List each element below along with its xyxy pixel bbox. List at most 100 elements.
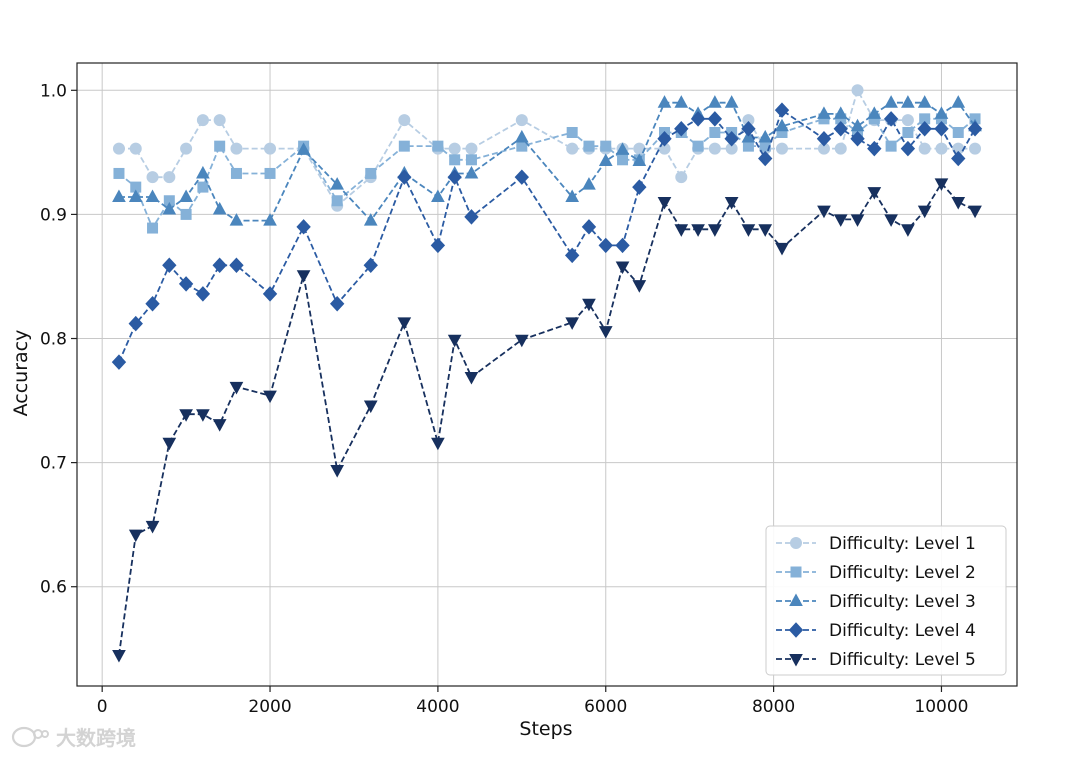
data-point <box>934 178 949 191</box>
data-point <box>514 169 530 185</box>
data-point <box>179 409 193 422</box>
data-point <box>883 111 899 127</box>
data-point <box>774 102 790 118</box>
data-point <box>296 219 311 235</box>
data-point <box>632 179 647 195</box>
data-point <box>833 214 848 227</box>
wechat-bubble-icon <box>11 726 49 747</box>
data-point <box>145 189 160 203</box>
data-point <box>657 130 672 147</box>
legend-label: Difficulty: Level 4 <box>829 621 976 641</box>
data-point <box>917 95 932 108</box>
data-point <box>430 237 446 254</box>
data-point <box>197 181 209 193</box>
data-point <box>162 437 177 451</box>
data-point <box>934 121 949 137</box>
data-point <box>674 95 689 108</box>
data-point <box>598 326 613 339</box>
data-point <box>708 224 722 237</box>
data-point <box>885 140 897 152</box>
data-point <box>833 121 848 137</box>
data-point <box>775 242 789 256</box>
data-point <box>145 296 160 312</box>
data-point <box>850 118 865 132</box>
data-point <box>902 126 914 138</box>
data-point <box>884 95 898 108</box>
data-point <box>657 95 672 108</box>
data-point <box>582 177 596 190</box>
data-point <box>145 520 160 534</box>
data-point <box>867 140 882 157</box>
y-tick-label: 0.9 <box>40 205 67 225</box>
legend: Difficulty: Level 1 Difficulty: Level 2 Di… <box>765 525 1007 676</box>
data-point <box>230 142 243 155</box>
data-point <box>564 247 580 264</box>
data-point <box>901 95 915 108</box>
data-point <box>363 400 378 414</box>
series-level-3 <box>112 95 982 226</box>
data-point <box>918 142 931 155</box>
legend-label: Difficulty: Level 1 <box>829 534 976 554</box>
x-axis-label: Steps <box>519 718 572 740</box>
series-line <box>118 117 976 231</box>
data-point <box>901 114 914 127</box>
data-point <box>365 167 377 179</box>
x-axis: 0 2000 4000 6000 8000 10000 <box>97 686 969 717</box>
x-tick-label: 0 <box>97 697 108 717</box>
data-point <box>775 118 789 132</box>
legend-label: Difficulty: Level 3 <box>829 592 976 612</box>
series-line <box>119 101 976 223</box>
watermark-text: 大数跨境 <box>56 726 136 750</box>
data-point <box>431 437 445 451</box>
data-point <box>432 140 444 152</box>
data-point <box>867 106 882 119</box>
data-point <box>691 224 705 237</box>
data-point <box>264 142 277 155</box>
legend-entry: Difficulty: Level 3 <box>776 592 976 612</box>
data-point <box>449 154 461 166</box>
data-point <box>969 142 982 155</box>
data-point <box>741 224 756 237</box>
data-point <box>674 224 689 237</box>
legend-marker <box>789 593 803 606</box>
data-point <box>598 153 613 167</box>
data-point <box>196 165 210 179</box>
series-level-4 <box>111 102 983 370</box>
data-point <box>146 171 159 184</box>
data-point <box>363 213 378 226</box>
data-point <box>615 261 630 275</box>
data-point <box>566 142 579 155</box>
data-point <box>230 167 242 179</box>
data-point <box>464 209 479 225</box>
data-point <box>600 140 612 152</box>
legend-entry: Difficulty: Level 2 <box>776 563 976 583</box>
legend-label: Difficulty: Level 2 <box>829 563 976 583</box>
legend-label: Difficulty: Level 5 <box>829 650 976 670</box>
data-point <box>229 213 244 226</box>
data-point <box>817 205 831 219</box>
data-point <box>128 315 143 332</box>
legend-marker <box>790 537 802 549</box>
data-point <box>582 298 596 312</box>
data-point <box>934 106 949 119</box>
data-point <box>850 214 865 227</box>
data-point <box>331 195 343 207</box>
data-point <box>967 121 983 137</box>
data-point <box>296 142 311 155</box>
data-point <box>264 167 276 179</box>
data-point <box>709 126 721 138</box>
x-tick-label: 10000 <box>914 697 968 717</box>
legend-entry: Difficulty: Level 1 <box>776 534 976 554</box>
data-point <box>214 140 226 152</box>
data-point <box>180 142 193 155</box>
legend-marker <box>790 566 802 578</box>
data-point <box>464 165 479 179</box>
data-point <box>329 296 345 312</box>
data-point <box>112 142 125 155</box>
data-point <box>212 257 227 274</box>
data-point <box>952 126 964 138</box>
data-point <box>464 371 479 385</box>
data-point <box>363 257 378 274</box>
data-point <box>657 196 672 210</box>
data-point <box>867 187 882 200</box>
